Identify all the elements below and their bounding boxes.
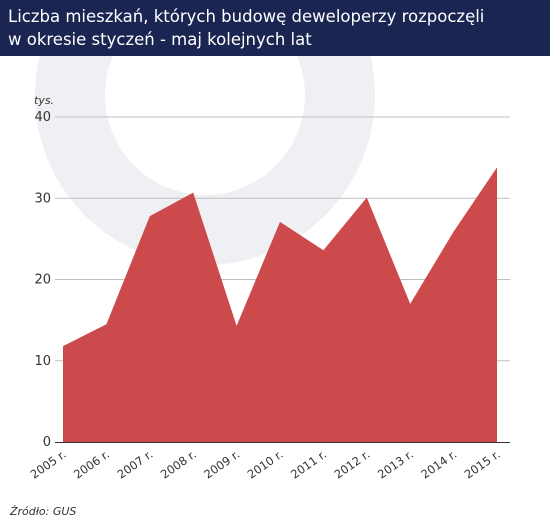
header-banner: Liczba mieszkań, których budowę dewelope… bbox=[0, 0, 550, 56]
chart-area: tys. 0 10 20 30 40 2005 r. 2006 r. 2007 r. 2008… bbox=[28, 56, 510, 482]
y-tick-labels: 0 10 20 30 40 bbox=[34, 110, 51, 450]
x-tick-label: 2013 r. bbox=[375, 447, 416, 482]
x-tick-label: 2007 r. bbox=[115, 447, 156, 482]
x-tick-label: 2014 r. bbox=[418, 447, 459, 482]
x-tick-label: 2010 r. bbox=[245, 447, 286, 482]
y-tick-label: 0 bbox=[43, 435, 51, 450]
x-tick-label: 2005 r. bbox=[28, 447, 69, 482]
source-note: Źródło: GUS bbox=[10, 505, 77, 518]
y-tick-label: 10 bbox=[34, 354, 51, 369]
chart-title: Liczba mieszkań, których budowę dewelope… bbox=[8, 7, 485, 49]
x-tick-label: 2011 r. bbox=[288, 447, 329, 482]
x-tick-label: 2009 r. bbox=[201, 447, 242, 482]
x-tick-label: 2008 r. bbox=[158, 447, 199, 482]
x-tick-label: 2012 r. bbox=[332, 447, 373, 482]
x-tick-labels: 2005 r. 2006 r. 2007 r. 2008 r. 2009 r. 2010 … bbox=[28, 447, 503, 482]
x-tick-label: 2006 r. bbox=[71, 447, 112, 482]
y-tick-label: 30 bbox=[34, 191, 51, 206]
y-tick-label: 20 bbox=[34, 273, 51, 288]
y-axis-unit-label: tys. bbox=[34, 94, 54, 107]
area-series-path bbox=[63, 167, 497, 442]
area-series bbox=[62, 167, 498, 442]
watermark-logo bbox=[35, 56, 375, 265]
x-tick-label: 2015 r. bbox=[462, 447, 503, 482]
y-tick-label: 40 bbox=[34, 110, 51, 125]
